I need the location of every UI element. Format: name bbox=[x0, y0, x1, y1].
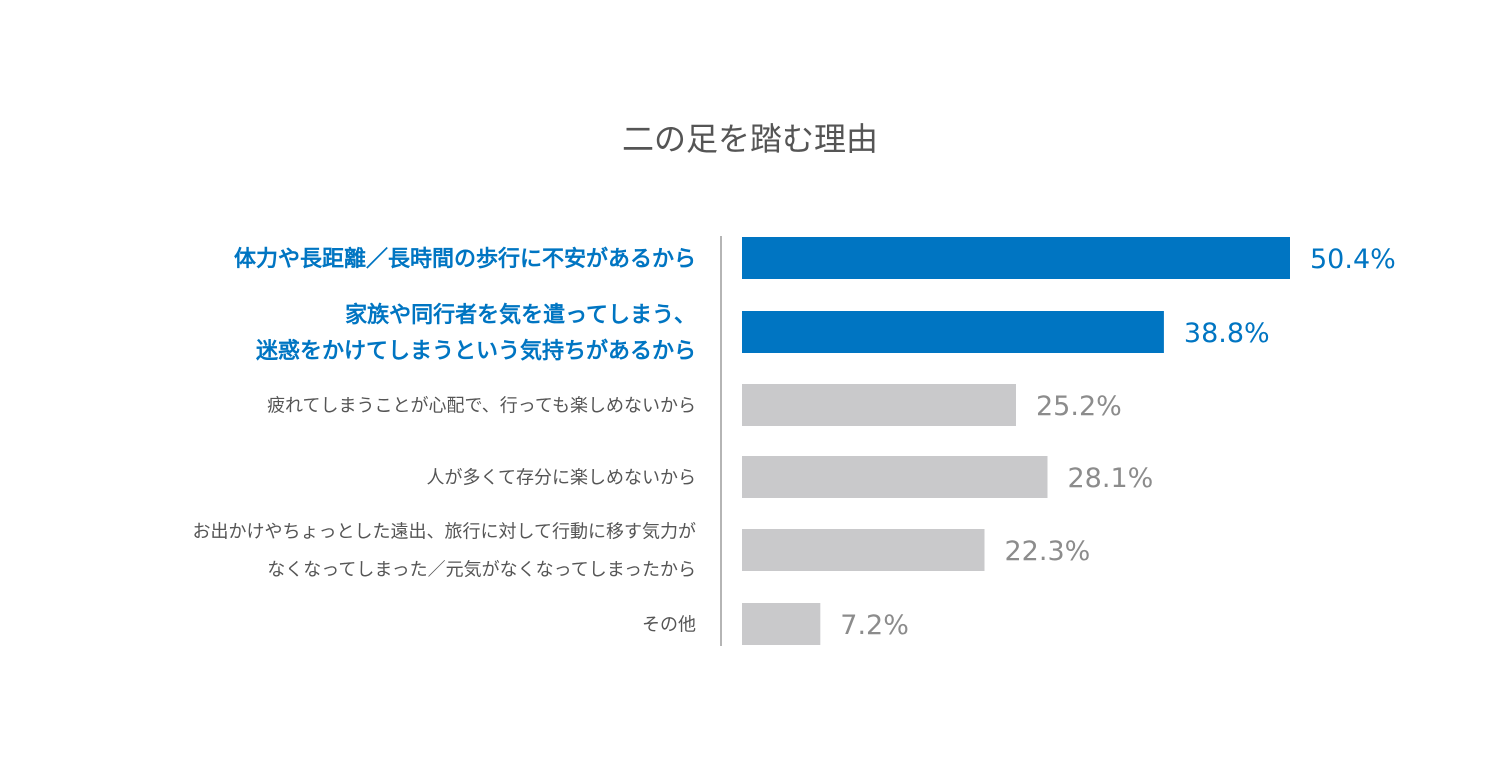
value-label-2: 38.8% bbox=[1184, 318, 1270, 349]
value-label-3: 25.2% bbox=[1036, 391, 1122, 422]
category-label-5-line-1: お出かけやちょっとした遠出、旅行に対して行動に移す気力が bbox=[193, 522, 696, 543]
bar-3 bbox=[742, 384, 1016, 426]
chart-title: 二の足を踏む理由 bbox=[622, 120, 878, 158]
bar-5 bbox=[742, 529, 985, 571]
bar-4 bbox=[742, 456, 1048, 498]
category-label-2-line-2: 迷惑をかけてしまうという気持ちがあるから bbox=[255, 338, 696, 364]
bar-2 bbox=[742, 311, 1164, 353]
value-label-1: 50.4% bbox=[1310, 244, 1396, 275]
bar-1 bbox=[742, 237, 1290, 279]
bars: 50.4% 体力や長距離／長時間の歩行に不安があるから 38.8% 家族や同行者を気を… bbox=[193, 237, 1396, 645]
category-label-6: その他 bbox=[642, 615, 696, 636]
bar-6 bbox=[742, 603, 821, 645]
category-label-2-line-1: 家族や同行者を気を遣ってしまう、 bbox=[345, 302, 696, 328]
value-label-4: 28.1% bbox=[1068, 463, 1154, 494]
category-label-5-line-2: なくなってしまった／元気がなくなってしまったから bbox=[267, 560, 696, 581]
category-label-3: 疲れてしまうことが心配で、行っても楽しめないから bbox=[267, 396, 696, 417]
value-label-5: 22.3% bbox=[1005, 536, 1091, 567]
category-label-1: 体力や長距離／長時間の歩行に不安があるから bbox=[234, 246, 696, 272]
category-label-4: 人が多くて存分に楽しめないから bbox=[427, 468, 696, 489]
value-label-6: 7.2% bbox=[840, 610, 909, 641]
